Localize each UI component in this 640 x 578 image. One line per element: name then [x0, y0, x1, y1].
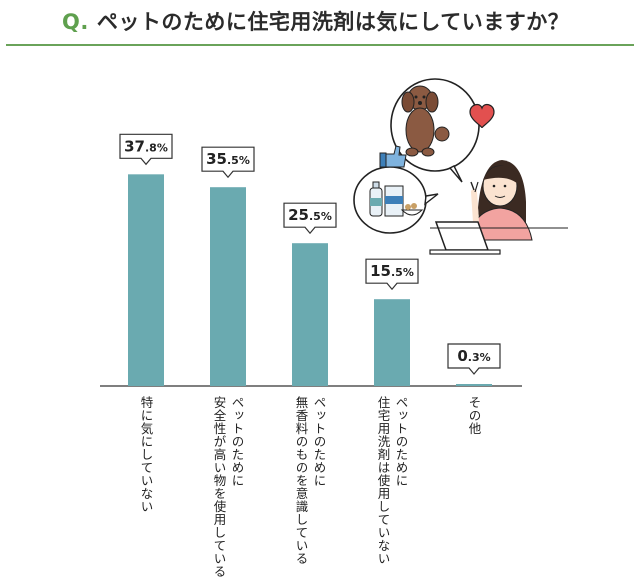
category-label: 無香料のものを意識している	[294, 395, 309, 565]
data-label: 35.5%	[206, 150, 250, 168]
category-label: 特に気にしていない	[139, 395, 154, 513]
category-label: ペットのために	[394, 396, 409, 487]
box-icon	[384, 185, 404, 217]
dog-thought-bubble	[390, 78, 480, 183]
data-label: 25.5%	[288, 206, 332, 224]
category-label: その他	[467, 396, 482, 435]
data-label-callout	[365, 258, 419, 291]
bar	[128, 174, 164, 386]
laptop-icon	[429, 221, 501, 255]
bar	[456, 384, 492, 386]
page-title: Q. ペットのために住宅用洗剤は気にしていますか？	[62, 6, 569, 36]
data-label-callout	[119, 133, 173, 166]
title-divider	[6, 44, 634, 46]
bar	[374, 299, 410, 386]
heart-icon	[469, 103, 495, 129]
category-label: ペットのために	[312, 396, 327, 487]
dog-icon	[401, 85, 450, 157]
data-label-callout	[447, 343, 501, 375]
thumbs-up-icon	[379, 145, 407, 168]
question-text: ペットのために住宅用洗剤は気にしていますか？	[96, 10, 570, 34]
category-label: 住宅用洗剤は使用していない	[376, 396, 391, 565]
product-thought-bubble	[353, 166, 439, 234]
data-label-callout	[283, 202, 337, 235]
question-marker: Q.	[62, 10, 89, 34]
woman-figure	[467, 160, 533, 241]
data-label: 37.8%	[124, 137, 168, 155]
data-label-callout	[201, 146, 255, 179]
data-label: 15.5%	[370, 262, 414, 280]
illustration-woman-with-dog	[353, 78, 568, 255]
pet-food-bowl-icon	[400, 203, 424, 216]
bottle-icon	[369, 181, 383, 217]
bar	[210, 187, 246, 386]
data-label: 0.3%	[457, 347, 490, 365]
bar	[292, 243, 328, 386]
category-label: ペットのために	[230, 396, 245, 487]
category-label: 安全性が高い物を使用している	[212, 395, 227, 578]
